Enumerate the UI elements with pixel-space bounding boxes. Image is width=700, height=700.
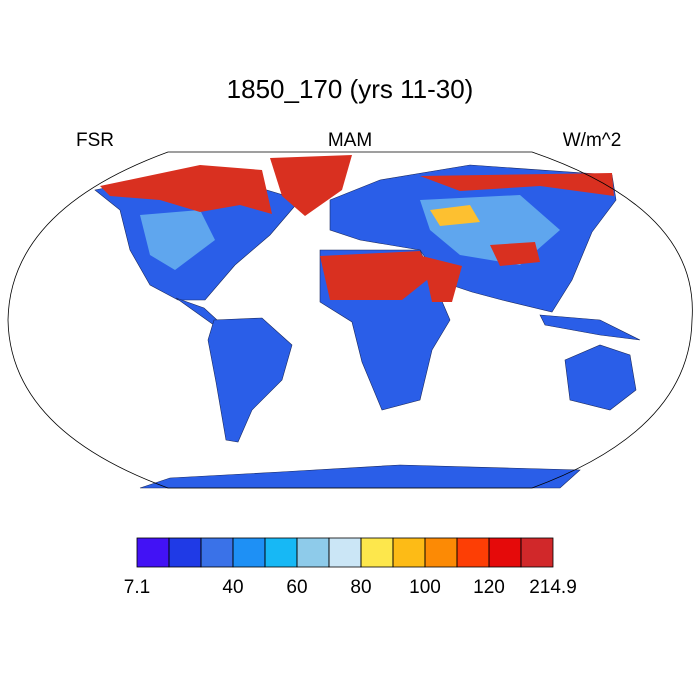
tibet [490,242,540,266]
colorbar-label: 40 [222,577,243,598]
colorbar-box [328,537,362,568]
colorbar-box [424,537,458,568]
colorbar-box [296,537,330,568]
greenland [270,155,352,216]
arctic-canada [100,165,272,214]
arabia [422,256,462,302]
colorbar-box [168,537,202,568]
antarctica [139,464,581,489]
colorbar: 7.1 40 60 80 100 120 214.9 [124,537,577,598]
south-america [207,317,293,443]
colorbar-box [456,537,490,568]
season-label: MAM [328,130,372,151]
colorbar-label: 7.1 [124,577,150,598]
colorbar-box [520,537,554,568]
sahara [320,251,432,300]
siberia [420,173,614,196]
land [94,155,641,489]
colorbar-label: 60 [286,577,307,598]
australia [564,344,637,411]
colorbar-box [136,537,170,568]
colorbar-box [488,537,522,568]
title: 1850_170 (yrs 11-30) [227,74,474,104]
colorbar-box [232,537,266,568]
north-america-interior [140,210,215,270]
colorbar-label: 100 [409,577,441,598]
colorbar-box [392,537,426,568]
colorbar-label: 120 [473,577,505,598]
map-outline [7,151,693,489]
colorbar-box [264,537,298,568]
units-label: W/m^2 [563,130,622,151]
colorbar-box [360,537,394,568]
colorbar-box [200,537,234,568]
indonesia [539,314,641,341]
variable-label: FSR [76,130,114,151]
colorbar-label: 80 [350,577,371,598]
central-asia-bright [430,205,480,226]
colorbar-label: 214.9 [529,577,577,598]
